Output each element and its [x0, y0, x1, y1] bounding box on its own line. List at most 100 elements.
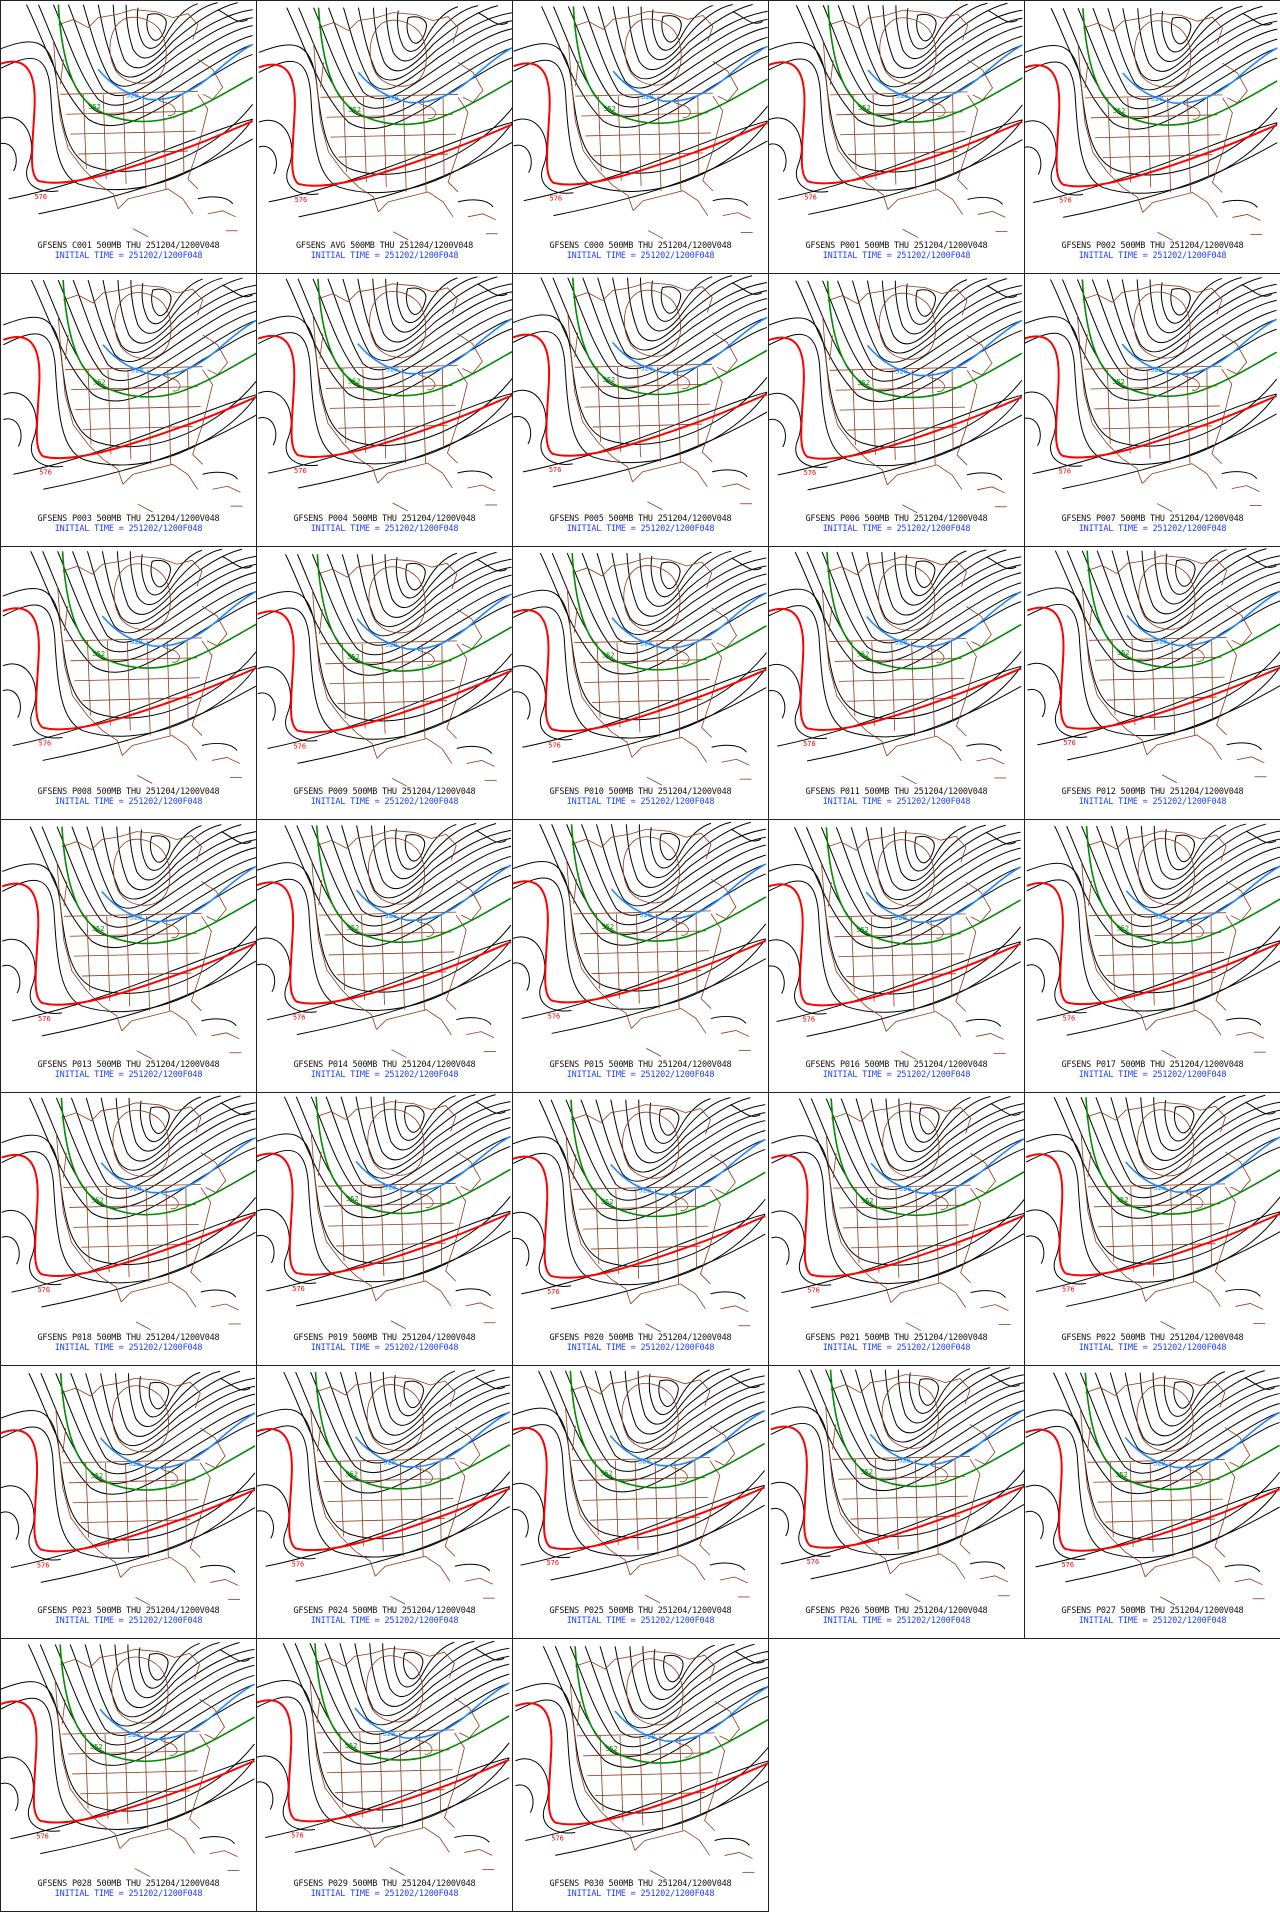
panel-title-line: GFSENS C001 500MB THU 251204/1200V048 — [37, 241, 220, 251]
panel-initial-time-line: INITIAL TIME = 251202/1200F048 — [54, 1889, 203, 1899]
panel-title-line: GFSENS P029 500MB THU 251204/1200V048 — [293, 1879, 476, 1889]
panel-title-line: GFSENS P004 500MB THU 251204/1200V048 — [293, 514, 476, 524]
ensemble-panel: GFSENS P003 500MB THU 251204/1200V048 INI… — [0, 273, 257, 547]
ensemble-panel: GFSENS AVG 500MB THU 251204/1200V048 INIT… — [256, 0, 513, 274]
panel-title-line: GFSENS AVG 500MB THU 251204/1200V048 — [295, 241, 474, 251]
ensemble-panel: GFSENS P029 500MB THU 251204/1200V048 INI… — [256, 1638, 513, 1912]
height-contour-map — [513, 3, 768, 240]
panel-initial-time-line: INITIAL TIME = 251202/1200F048 — [54, 1343, 203, 1353]
panel-title-line: GFSENS P020 500MB THU 251204/1200V048 — [549, 1333, 732, 1343]
panel-initial-time-line: INITIAL TIME = 251202/1200F048 — [1078, 251, 1227, 261]
ensemble-panel: GFSENS P028 500MB THU 251204/1200V048 INI… — [0, 1638, 257, 1912]
panel-title-line: GFSENS P012 500MB THU 251204/1200V048 — [1061, 787, 1244, 797]
height-contour-map — [513, 550, 768, 787]
height-contour-map — [513, 1367, 766, 1604]
ensemble-panel: GFSENS P011 500MB THU 251204/1200V048 INI… — [768, 546, 1025, 820]
ensemble-panel: GFSENS P015 500MB THU 251204/1200V048 INI… — [512, 819, 769, 1093]
height-contour-map — [769, 277, 1023, 514]
panel-title-line: GFSENS P021 500MB THU 251204/1200V048 — [805, 1333, 988, 1343]
panel-initial-time-line: INITIAL TIME = 251202/1200F048 — [310, 1343, 459, 1353]
panel-title-line: GFSENS P027 500MB THU 251204/1200V048 — [1061, 1606, 1244, 1616]
panel-title-line: GFSENS P008 500MB THU 251204/1200V048 — [37, 787, 220, 797]
panel-title-line: GFSENS P013 500MB THU 251204/1200V048 — [37, 1060, 220, 1070]
ensemble-panel: GFSENS P026 500MB THU 251204/1200V048 INI… — [768, 1365, 1025, 1639]
ensemble-panel: GFSENS P020 500MB THU 251204/1200V048 INI… — [512, 1092, 769, 1366]
panel-title-line: GFSENS P016 500MB THU 251204/1200V048 — [805, 1060, 988, 1070]
panel-initial-time-line: INITIAL TIME = 251202/1200F048 — [1078, 1343, 1227, 1353]
height-contour-map — [1, 1094, 256, 1331]
ensemble-panel: GFSENS P001 500MB THU 251204/1200V048 INI… — [768, 0, 1025, 274]
panel-title-line: GFSENS P009 500MB THU 251204/1200V048 — [293, 787, 476, 797]
panel-initial-time-line: INITIAL TIME = 251202/1200F048 — [822, 1070, 971, 1080]
ensemble-panel: GFSENS P024 500MB THU 251204/1200V048 INI… — [256, 1365, 513, 1639]
height-contour-map — [513, 821, 767, 1058]
height-contour-map — [513, 1096, 767, 1333]
panel-initial-time-line: INITIAL TIME = 251202/1200F048 — [822, 1616, 971, 1626]
panel-title-line: GFSENS P014 500MB THU 251204/1200V048 — [293, 1060, 476, 1070]
ensemble-panel: GFSENS P012 500MB THU 251204/1200V048 INI… — [1024, 546, 1280, 820]
height-contour-map — [1025, 5, 1279, 241]
ensemble-panel: GFSENS P007 500MB THU 251204/1200V048 INI… — [1024, 273, 1280, 547]
panel-initial-time-line: INITIAL TIME = 251202/1200F048 — [1078, 1616, 1227, 1626]
panel-title-line: GFSENS P023 500MB THU 251204/1200V048 — [37, 1606, 220, 1616]
height-contour-map — [1025, 823, 1280, 1060]
panel-title-line: GFSENS P010 500MB THU 251204/1200V048 — [549, 787, 732, 797]
panel-title-line: GFSENS P011 500MB THU 251204/1200V048 — [805, 787, 988, 797]
panel-initial-time-line: INITIAL TIME = 251202/1200F048 — [822, 251, 971, 261]
panel-title-line: GFSENS P005 500MB THU 251204/1200V048 — [549, 514, 732, 524]
ensemble-panel: GFSENS P014 500MB THU 251204/1200V048 INI… — [256, 819, 513, 1093]
height-contour-map — [257, 1093, 512, 1330]
ensemble-panel: GFSENS P025 500MB THU 251204/1200V048 INI… — [512, 1365, 769, 1639]
panel-initial-time-line: INITIAL TIME = 251202/1200F048 — [566, 797, 715, 807]
panel-initial-time-line: INITIAL TIME = 251202/1200F048 — [310, 1616, 459, 1626]
panel-initial-time-line: INITIAL TIME = 251202/1200F048 — [822, 797, 971, 807]
ensemble-panel: GFSENS P017 500MB THU 251204/1200V048 INI… — [1024, 819, 1280, 1093]
height-contour-map — [769, 1366, 1024, 1603]
height-contour-map — [257, 275, 512, 512]
panel-initial-time-line: INITIAL TIME = 251202/1200F048 — [54, 251, 203, 261]
ensemble-panel: GFSENS P008 500MB THU 251204/1200V048 INI… — [0, 546, 257, 820]
ensemble-panel: GFSENS P021 500MB THU 251204/1200V048 INI… — [768, 1092, 1025, 1366]
panel-title-line: GFSENS P002 500MB THU 251204/1200V048 — [1061, 241, 1244, 251]
panel-initial-time-line: INITIAL TIME = 251202/1200F048 — [566, 1616, 715, 1626]
ensemble-panel: GFSENS P005 500MB THU 251204/1200V048 INI… — [512, 273, 769, 547]
panel-title-line: GFSENS P028 500MB THU 251204/1200V048 — [37, 1879, 220, 1889]
panel-initial-time-line: INITIAL TIME = 251202/1200F048 — [566, 1889, 715, 1899]
panel-initial-time-line: INITIAL TIME = 251202/1200F048 — [310, 251, 459, 261]
panel-initial-time-line: INITIAL TIME = 251202/1200F048 — [1078, 1070, 1227, 1080]
ensemble-panel: GFSENS P019 500MB THU 251204/1200V048 INI… — [256, 1092, 513, 1366]
height-contour-map — [513, 274, 768, 511]
panel-title-line: GFSENS P003 500MB THU 251204/1200V048 — [37, 514, 220, 524]
panel-title-line: GFSENS P026 500MB THU 251204/1200V048 — [805, 1606, 988, 1616]
height-contour-map — [1, 1370, 256, 1606]
height-contour-map — [769, 2, 1024, 239]
height-contour-map — [257, 822, 512, 1059]
height-contour-map — [257, 551, 512, 787]
ensemble-panel: GFSENS P004 500MB THU 251204/1200V048 INI… — [256, 273, 513, 547]
height-contour-map — [1026, 547, 1280, 784]
ensemble-panel: GFSENS C001 500MB THU 251204/1200V048 INI… — [0, 0, 257, 274]
panel-title-line: GFSENS P030 500MB THU 251204/1200V048 — [549, 1879, 732, 1889]
height-contour-map — [2, 277, 256, 514]
panel-initial-time-line: INITIAL TIME = 251202/1200F048 — [1078, 524, 1227, 534]
panel-initial-time-line: INITIAL TIME = 251202/1200F048 — [54, 1616, 203, 1626]
panel-initial-time-line: INITIAL TIME = 251202/1200F048 — [1078, 797, 1227, 807]
height-contour-map — [514, 1643, 768, 1879]
panel-initial-time-line: INITIAL TIME = 251202/1200F048 — [310, 797, 459, 807]
panel-initial-time-line: INITIAL TIME = 251202/1200F048 — [566, 1070, 715, 1080]
ensemble-panel: GFSENS P009 500MB THU 251204/1200V048 INI… — [256, 546, 513, 820]
ensemble-panel: GFSENS P027 500MB THU 251204/1200V048 INI… — [1024, 1365, 1280, 1639]
height-contour-map — [1025, 1094, 1280, 1331]
height-contour-map — [257, 1640, 511, 1877]
panel-initial-time-line: INITIAL TIME = 251202/1200F048 — [54, 797, 203, 807]
ensemble-panel: GFSENS P022 500MB THU 251204/1200V048 INI… — [1024, 1092, 1280, 1366]
panel-title-line: GFSENS P022 500MB THU 251204/1200V048 — [1061, 1333, 1244, 1343]
panel-title-line: GFSENS P018 500MB THU 251204/1200V048 — [37, 1333, 220, 1343]
height-contour-map — [1025, 1369, 1280, 1606]
height-contour-map — [770, 1095, 1024, 1332]
panel-initial-time-line: INITIAL TIME = 251202/1200F048 — [310, 1889, 459, 1899]
panel-title-line: GFSENS P025 500MB THU 251204/1200V048 — [549, 1606, 732, 1616]
panel-title-line: GFSENS P015 500MB THU 251204/1200V048 — [549, 1060, 732, 1070]
ensemble-panel: GFSENS P018 500MB THU 251204/1200V048 INI… — [0, 1092, 257, 1366]
